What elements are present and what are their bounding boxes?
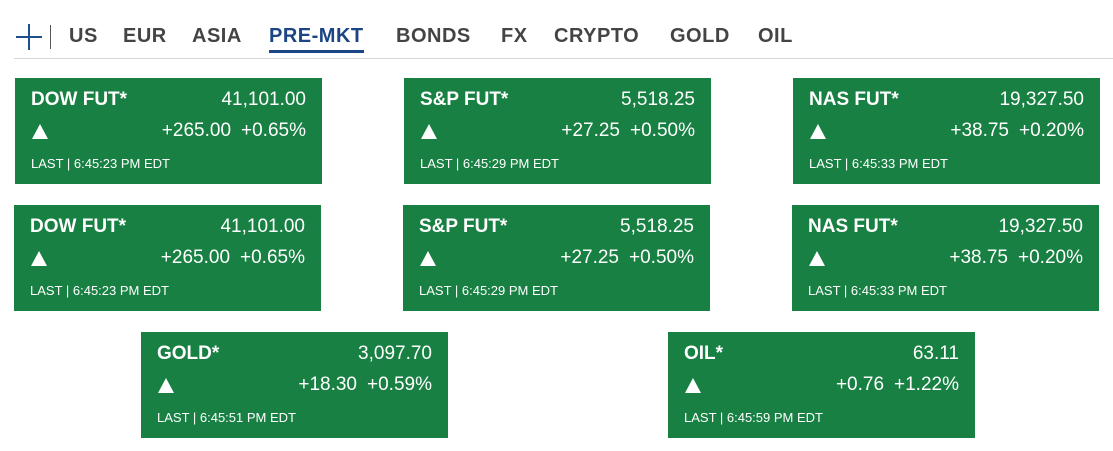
quote-timestamp: LAST | 6:45:29 PM EDT — [420, 156, 559, 171]
quote-change: +38.75 — [949, 247, 1009, 268]
quote-change: +27.25 — [560, 247, 620, 268]
quote-change: +27.25 — [561, 120, 621, 141]
up-arrow-icon — [810, 124, 826, 139]
quote-price: 5,518.25 — [621, 89, 695, 110]
tab-oil[interactable]: OIL — [758, 25, 793, 47]
quote-card-sp-fut[interactable]: S&P FUT* 5,518.25 +27.25 +0.50% LAST | 6:… — [404, 78, 711, 184]
tab-asia[interactable]: ASIA — [192, 25, 242, 47]
quote-price: 19,327.50 — [999, 89, 1084, 110]
quote-change-pct: +0.59% — [367, 374, 432, 395]
up-arrow-icon — [420, 251, 436, 266]
quote-change-pct: +1.22% — [894, 374, 959, 395]
plus-icon[interactable] — [16, 24, 42, 50]
quote-card-dow-fut[interactable]: DOW FUT* 41,101.00 +265.00 +0.65% LAST | … — [14, 205, 321, 311]
quote-price: 41,101.00 — [221, 89, 306, 110]
quote-change: +18.30 — [298, 374, 358, 395]
quote-name: S&P FUT* — [419, 216, 508, 237]
quote-price: 63.11 — [912, 343, 959, 364]
quote-card-sp-fut[interactable]: S&P FUT* 5,518.25 +27.25 +0.50% LAST | 6:… — [403, 205, 710, 311]
quote-change-row: +0.76 +1.22% — [836, 374, 959, 396]
quote-card-gold[interactable]: GOLD* 3,097.70 +18.30 +0.59% LAST | 6:45:… — [141, 332, 448, 438]
quote-timestamp: LAST | 6:45:29 PM EDT — [419, 283, 558, 298]
market-nav: US EUR ASIA PRE-MKT BONDS FX CRYPTO GOLD… — [0, 0, 1113, 60]
tab-eur[interactable]: EUR — [123, 25, 167, 47]
quote-change-pct: +0.20% — [1018, 247, 1083, 268]
quote-change-pct: +0.50% — [630, 120, 695, 141]
tab-gold[interactable]: GOLD — [670, 25, 730, 47]
tab-crypto[interactable]: CRYPTO — [554, 25, 640, 47]
quote-change-pct: +0.65% — [241, 120, 306, 141]
quote-timestamp: LAST | 6:45:59 PM EDT — [684, 410, 823, 425]
quote-change-pct: +0.65% — [240, 247, 305, 268]
tab-us[interactable]: US — [69, 25, 98, 47]
quote-card-nas-fut[interactable]: NAS FUT* 19,327.50 +38.75 +0.20% LAST | 6… — [792, 205, 1099, 311]
tab-bonds[interactable]: BONDS — [396, 25, 471, 47]
quote-price: 19,327.50 — [998, 216, 1083, 237]
quote-name: DOW FUT* — [30, 216, 127, 237]
quote-change-row: +38.75 +0.20% — [950, 120, 1084, 142]
quote-name: NAS FUT* — [808, 216, 898, 237]
quote-change-pct: +0.20% — [1019, 120, 1084, 141]
quote-timestamp: LAST | 6:45:23 PM EDT — [31, 156, 170, 171]
nav-divider — [50, 25, 51, 49]
quote-change-row: +27.25 +0.50% — [561, 120, 695, 142]
quote-name: NAS FUT* — [809, 89, 899, 110]
quote-change-row: +265.00 +0.65% — [162, 120, 306, 142]
tab-pre-mkt[interactable]: PRE-MKT — [269, 25, 364, 53]
quote-change: +38.75 — [950, 120, 1010, 141]
quote-timestamp: LAST | 6:45:51 PM EDT — [157, 410, 296, 425]
quote-price: 5,518.25 — [620, 216, 694, 237]
quote-price: 3,097.70 — [358, 343, 432, 364]
quote-card-oil[interactable]: OIL* 63.11 +0.76 +1.22% LAST | 6:45:59 PM… — [668, 332, 975, 438]
quote-name: DOW FUT* — [31, 89, 128, 110]
up-arrow-icon — [809, 251, 825, 266]
quote-card-nas-fut[interactable]: NAS FUT* 19,327.50 +38.75 +0.20% LAST | 6… — [793, 78, 1100, 184]
quote-change: +265.00 — [160, 247, 231, 268]
up-arrow-icon — [32, 124, 48, 139]
quote-change-row: +18.30 +0.59% — [298, 374, 432, 396]
up-arrow-icon — [685, 378, 701, 393]
quote-change: +265.00 — [161, 120, 232, 141]
quote-timestamp: LAST | 6:45:33 PM EDT — [809, 156, 948, 171]
quote-name: S&P FUT* — [420, 89, 509, 110]
quote-change-row: +27.25 +0.50% — [560, 247, 694, 269]
up-arrow-icon — [31, 251, 47, 266]
up-arrow-icon — [421, 124, 437, 139]
quote-timestamp: LAST | 6:45:23 PM EDT — [30, 283, 169, 298]
up-arrow-icon — [158, 378, 174, 393]
quote-change-row: +265.00 +0.65% — [161, 247, 305, 269]
quote-change-row: +38.75 +0.20% — [949, 247, 1083, 269]
nav-underline-rule — [14, 58, 1113, 59]
tab-fx[interactable]: FX — [501, 25, 528, 47]
quote-timestamp: LAST | 6:45:33 PM EDT — [808, 283, 947, 298]
quote-change-pct: +0.50% — [629, 247, 694, 268]
quote-card-dow-fut[interactable]: DOW FUT* 41,101.00 +265.00 +0.65% LAST | … — [15, 78, 322, 184]
quote-price: 41,101.00 — [220, 216, 305, 237]
quote-name: GOLD* — [157, 343, 220, 364]
quote-change: +0.76 — [835, 374, 885, 395]
quote-name: OIL* — [684, 343, 724, 364]
